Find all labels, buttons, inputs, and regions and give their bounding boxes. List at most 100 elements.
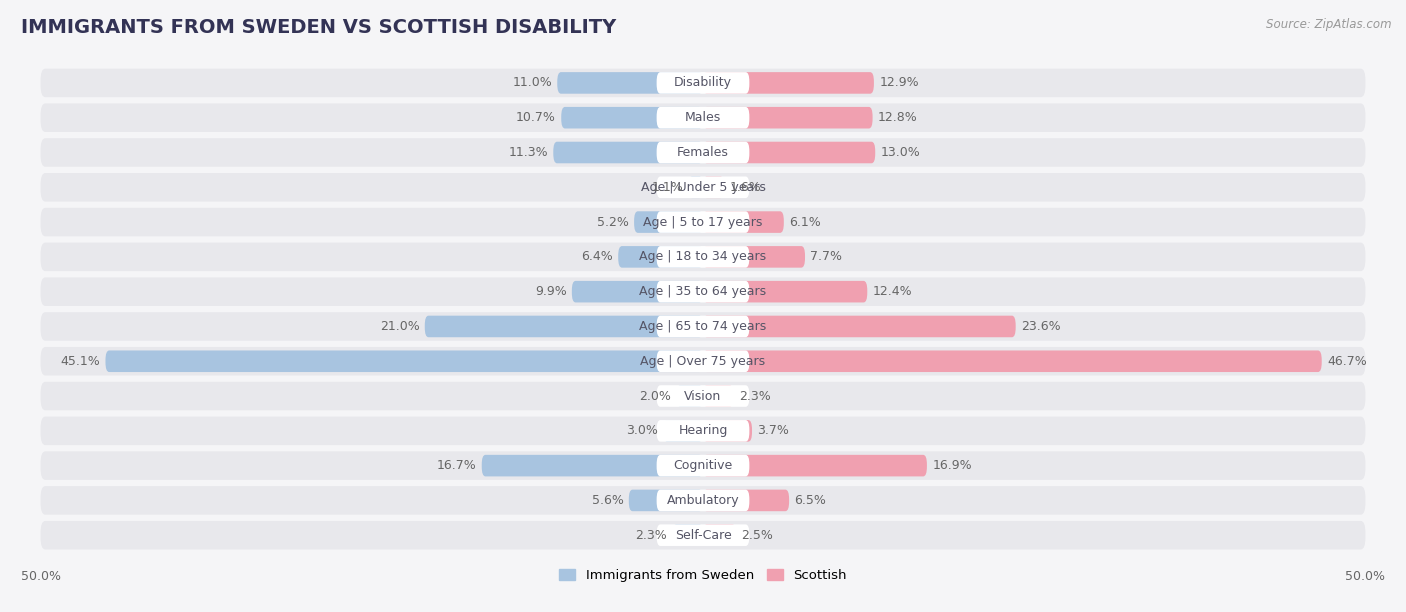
Text: 1.6%: 1.6% [730,181,761,194]
FancyBboxPatch shape [657,142,749,163]
Text: 1.1%: 1.1% [651,181,683,194]
Text: 5.6%: 5.6% [592,494,623,507]
Text: 12.8%: 12.8% [877,111,918,124]
Text: Age | Over 75 years: Age | Over 75 years [641,355,765,368]
FancyBboxPatch shape [557,72,703,94]
FancyBboxPatch shape [703,524,737,546]
FancyBboxPatch shape [41,452,1365,480]
Text: 12.9%: 12.9% [879,76,920,89]
FancyBboxPatch shape [664,420,703,442]
FancyBboxPatch shape [572,281,703,302]
FancyBboxPatch shape [657,316,749,337]
FancyBboxPatch shape [703,142,875,163]
Text: 45.1%: 45.1% [60,355,100,368]
FancyBboxPatch shape [703,316,1015,337]
Legend: Immigrants from Sweden, Scottish: Immigrants from Sweden, Scottish [554,563,852,587]
FancyBboxPatch shape [619,246,703,267]
Text: 10.7%: 10.7% [516,111,555,124]
Text: Hearing: Hearing [678,424,728,438]
FancyBboxPatch shape [41,69,1365,97]
FancyBboxPatch shape [703,176,724,198]
FancyBboxPatch shape [657,386,749,407]
Text: Ambulatory: Ambulatory [666,494,740,507]
FancyBboxPatch shape [657,211,749,233]
Text: Males: Males [685,111,721,124]
Text: Age | 35 to 64 years: Age | 35 to 64 years [640,285,766,298]
Text: 3.7%: 3.7% [758,424,789,438]
Text: Disability: Disability [673,76,733,89]
FancyBboxPatch shape [676,386,703,407]
Text: Females: Females [678,146,728,159]
FancyBboxPatch shape [41,521,1365,550]
Text: Age | 65 to 74 years: Age | 65 to 74 years [640,320,766,333]
Text: 46.7%: 46.7% [1327,355,1367,368]
FancyBboxPatch shape [41,138,1365,166]
FancyBboxPatch shape [703,72,875,94]
Text: 2.0%: 2.0% [640,390,671,403]
FancyBboxPatch shape [703,107,873,129]
FancyBboxPatch shape [657,524,749,546]
FancyBboxPatch shape [41,347,1365,376]
FancyBboxPatch shape [689,176,703,198]
FancyBboxPatch shape [41,173,1365,201]
Text: 13.0%: 13.0% [880,146,921,159]
Text: Source: ZipAtlas.com: Source: ZipAtlas.com [1267,18,1392,31]
Text: 2.5%: 2.5% [741,529,773,542]
FancyBboxPatch shape [703,351,1322,372]
FancyBboxPatch shape [672,524,703,546]
FancyBboxPatch shape [561,107,703,129]
Text: Vision: Vision [685,390,721,403]
FancyBboxPatch shape [657,72,749,94]
FancyBboxPatch shape [657,281,749,302]
FancyBboxPatch shape [628,490,703,511]
Text: 23.6%: 23.6% [1021,320,1060,333]
FancyBboxPatch shape [703,455,927,476]
Text: Age | Under 5 years: Age | Under 5 years [641,181,765,194]
Text: Age | 5 to 17 years: Age | 5 to 17 years [644,215,762,228]
Text: 6.5%: 6.5% [794,494,827,507]
FancyBboxPatch shape [554,142,703,163]
FancyBboxPatch shape [703,211,783,233]
Text: 12.4%: 12.4% [873,285,912,298]
Text: 11.0%: 11.0% [512,76,553,89]
FancyBboxPatch shape [703,490,789,511]
Text: 9.9%: 9.9% [534,285,567,298]
FancyBboxPatch shape [657,420,749,442]
Text: 2.3%: 2.3% [738,390,770,403]
FancyBboxPatch shape [657,490,749,511]
Text: 21.0%: 21.0% [380,320,419,333]
FancyBboxPatch shape [41,208,1365,236]
Text: 16.9%: 16.9% [932,459,972,472]
Text: IMMIGRANTS FROM SWEDEN VS SCOTTISH DISABILITY: IMMIGRANTS FROM SWEDEN VS SCOTTISH DISAB… [21,18,616,37]
FancyBboxPatch shape [703,246,806,267]
FancyBboxPatch shape [657,246,749,267]
Text: 2.3%: 2.3% [636,529,668,542]
FancyBboxPatch shape [657,176,749,198]
FancyBboxPatch shape [41,486,1365,515]
FancyBboxPatch shape [703,420,752,442]
FancyBboxPatch shape [482,455,703,476]
Text: Self-Care: Self-Care [675,529,731,542]
FancyBboxPatch shape [425,316,703,337]
FancyBboxPatch shape [657,351,749,372]
FancyBboxPatch shape [41,277,1365,306]
Text: Age | 18 to 34 years: Age | 18 to 34 years [640,250,766,263]
Text: 11.3%: 11.3% [509,146,548,159]
FancyBboxPatch shape [703,386,734,407]
FancyBboxPatch shape [41,312,1365,341]
FancyBboxPatch shape [41,103,1365,132]
FancyBboxPatch shape [634,211,703,233]
Text: 6.4%: 6.4% [581,250,613,263]
FancyBboxPatch shape [41,242,1365,271]
Text: 6.1%: 6.1% [789,215,821,228]
Text: 16.7%: 16.7% [437,459,477,472]
FancyBboxPatch shape [41,417,1365,445]
Text: 5.2%: 5.2% [598,215,628,228]
FancyBboxPatch shape [41,382,1365,410]
FancyBboxPatch shape [105,351,703,372]
FancyBboxPatch shape [657,107,749,129]
FancyBboxPatch shape [703,281,868,302]
Text: 7.7%: 7.7% [810,250,842,263]
FancyBboxPatch shape [657,455,749,476]
Text: Cognitive: Cognitive [673,459,733,472]
